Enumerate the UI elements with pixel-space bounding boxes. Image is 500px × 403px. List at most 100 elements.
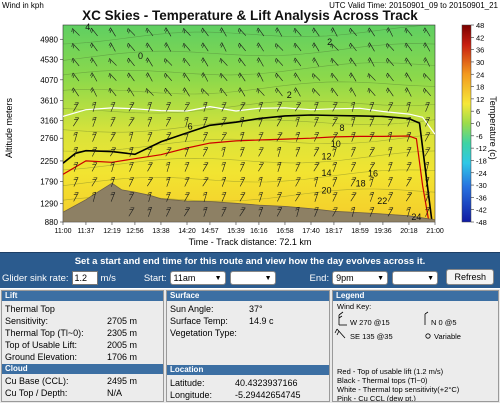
wind-barb-icon	[311, 73, 321, 81]
wind-barb-icon	[351, 147, 356, 157]
y-tick-label: 3610	[40, 96, 58, 105]
chart-title: XC Skies - Temperature & Lift Analysis A…	[82, 8, 418, 23]
start-hour-select[interactable]: 11am ▼	[169, 271, 226, 285]
wind-barb-icon	[71, 72, 80, 82]
wind-barb-icon	[147, 162, 153, 172]
refresh-button[interactable]: Refresh	[446, 269, 494, 285]
wind-barb-icon	[73, 146, 78, 157]
controls-instructions: Set a start and end time for this route …	[74, 256, 426, 267]
wind-barb-icon	[237, 28, 247, 36]
colorbar-tick-label: 24	[476, 70, 484, 79]
colorbar-tick-label: 48	[476, 21, 484, 30]
end-minute-select[interactable]: ▼	[392, 271, 439, 285]
x-tick-label: 19:36	[374, 228, 392, 235]
wind-barb-icon	[202, 191, 208, 202]
info-key: Top of Usable Lift:	[5, 340, 78, 350]
colorbar-tick-label: -42	[476, 206, 487, 215]
wind-barb-icon	[424, 176, 430, 187]
wind-barb-icon	[201, 72, 209, 82]
isotherm-line	[63, 25, 435, 45]
wind-barb-icon	[240, 147, 245, 157]
wind-barb-icon	[239, 102, 246, 112]
wind-barb-icon	[258, 102, 263, 112]
wind-barb-icon	[237, 42, 246, 52]
wind-barb-icon	[184, 147, 190, 157]
wind-barb-icon	[295, 192, 301, 202]
wind-barb-icon	[239, 207, 246, 217]
wind-key-label: Wind Key:	[337, 302, 372, 311]
wind-barb-icon	[330, 43, 339, 51]
contour-label: 2	[287, 90, 292, 100]
info-key: Latitude:	[170, 378, 205, 388]
legend-line: Pink - Cu CCL (dew pt.)	[337, 394, 416, 402]
y-tick-label: 2760	[40, 134, 58, 143]
wind-barb-icon	[424, 147, 431, 157]
y-tick-label: 3160	[40, 116, 58, 125]
wind-barb-icon	[201, 42, 209, 52]
wind-barb-icon	[203, 132, 208, 142]
wind-barb-icon	[108, 27, 116, 37]
wind-barb-icon	[276, 117, 283, 127]
chevron-down-icon: ▼	[264, 274, 272, 282]
wind-barb-icon	[108, 87, 117, 97]
wind-barb-icon	[367, 42, 375, 52]
wind-barb-icon	[275, 27, 283, 37]
wind-barb-icon	[163, 73, 173, 81]
wind-barb-icon	[386, 72, 394, 82]
x-tick-label: 12:19	[103, 228, 121, 235]
start-minute-select[interactable]: ▼	[229, 271, 276, 285]
wind-barb-icon	[293, 72, 301, 82]
x-tick-label: 18:17	[325, 228, 343, 235]
wind-barb-icon	[387, 192, 394, 202]
info-value: -5.29442654745	[235, 390, 301, 400]
wind-barb-icon	[73, 177, 79, 187]
wind-barb-icon	[332, 146, 337, 157]
wind-barb-icon	[330, 58, 339, 66]
wind-barb-icon	[110, 192, 116, 202]
start-hour-value: 11am	[173, 273, 196, 283]
wind-barb-icon	[385, 57, 394, 67]
start-label: Start:	[143, 272, 167, 284]
isotherm-line	[63, 150, 435, 171]
wind-barb-icon	[129, 177, 134, 187]
wind-barb-icon	[221, 161, 226, 172]
wind-barb-icon	[128, 131, 134, 142]
lift-rows: Thermal Top Sensitivity: 2705 m Thermal Top…	[2, 303, 163, 363]
info-key: Cu Base (CCL):	[5, 376, 69, 386]
wind-barb-icon	[71, 28, 80, 36]
wind-unit-label: Wind in kph	[2, 1, 44, 10]
wind-barb-icon	[332, 102, 338, 112]
contour-label: 24	[411, 212, 421, 222]
wind-barb-icon	[73, 162, 79, 172]
wind-barb-icon	[423, 57, 430, 67]
wind-barb-icon	[164, 27, 172, 37]
wind-barb-icon	[164, 42, 172, 52]
forecast-chart: Wind in kph UTC Valid Time: 20150901_09 …	[2, 1, 498, 247]
colorbar-tick-label: 36	[476, 46, 484, 55]
lift-panel-title: Lift	[2, 291, 163, 301]
wind-key-diagram: W 270 @15 N 0 @5 SE 135 @35 Variable	[334, 311, 461, 341]
colorbar-tick-label: -6	[476, 132, 483, 141]
wind-barb-icon	[314, 117, 319, 127]
colorbar-tick-label: -30	[476, 181, 487, 190]
wind-barb-icon	[163, 58, 173, 66]
wind-barb-icon	[425, 207, 430, 217]
y-axis-label: Altitude meters	[4, 97, 14, 159]
wind-barb-icon	[166, 192, 171, 202]
contour-label: 12	[321, 152, 331, 162]
wind-barb-icon	[258, 117, 264, 127]
sink-rate-input[interactable]	[71, 271, 98, 285]
wind-barb-icon	[256, 72, 264, 82]
wind-barb-icon	[219, 72, 228, 82]
x-tick-label: 14:20	[178, 228, 196, 235]
wind-barb-icon	[293, 57, 302, 67]
wind-barb-icon	[184, 207, 190, 217]
wind-barb-icon	[202, 207, 208, 217]
wind-barb-icon	[91, 177, 98, 187]
wind-barb-icon	[256, 27, 265, 37]
wind-barb-icon	[129, 162, 134, 172]
wind-barb-icon	[128, 192, 135, 202]
wind-barb-icon	[239, 131, 245, 142]
wind-barb-icon	[387, 131, 393, 142]
end-hour-select[interactable]: 9pm ▼	[332, 271, 389, 285]
